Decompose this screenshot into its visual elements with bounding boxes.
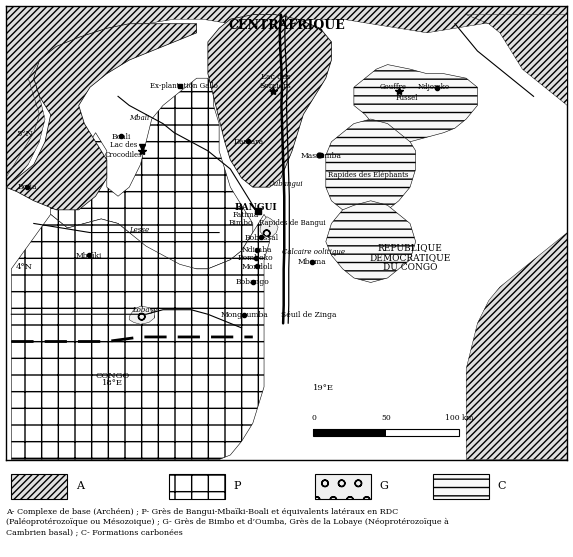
Text: C: C — [497, 481, 505, 491]
Text: A- Complexe de base (Archéen) ; P- Grès de Bangui-Mbaïki-Boali et équivalents la: A- Complexe de base (Archéen) ; P- Grès … — [6, 508, 449, 537]
Polygon shape — [6, 6, 567, 178]
Polygon shape — [326, 119, 415, 214]
Polygon shape — [208, 14, 331, 187]
Polygon shape — [354, 65, 477, 142]
Text: Massamba: Massamba — [301, 152, 342, 160]
Polygon shape — [6, 6, 567, 460]
Text: 5°N: 5°N — [16, 130, 33, 138]
Text: Mbaïki: Mbaïki — [76, 252, 102, 260]
Bar — [168, 475, 225, 499]
Text: Bimbo: Bimbo — [228, 218, 253, 227]
Polygon shape — [466, 233, 567, 460]
Text: Lac des
Sorciers: Lac des Sorciers — [260, 73, 291, 90]
Text: 0: 0 — [311, 414, 316, 422]
Polygon shape — [129, 306, 155, 324]
Text: Lobaye: Lobaye — [132, 306, 158, 314]
Text: Ndimba: Ndimba — [242, 246, 273, 254]
Text: REPUBLIQUE
DEMOCRATIQUE
DU CONGO: REPUBLIQUE DEMOCRATIQUE DU CONGO — [370, 243, 451, 272]
Text: A: A — [76, 481, 84, 491]
Text: 100 km: 100 km — [445, 414, 474, 422]
Text: Mbali: Mbali — [129, 114, 150, 122]
Bar — [315, 475, 371, 499]
Text: BANGUI: BANGUI — [234, 203, 277, 212]
Text: 18°E: 18°E — [102, 379, 123, 387]
Text: Bomboko: Bomboko — [238, 255, 273, 262]
Text: Damara: Damara — [233, 138, 264, 146]
Text: Pussel: Pussel — [396, 94, 418, 102]
Text: Boali: Boali — [111, 133, 131, 141]
Text: Bobango: Bobango — [236, 277, 270, 286]
Text: Ex-plantation Gallo: Ex-plantation Gallo — [150, 82, 218, 90]
Text: 19°E: 19°E — [312, 384, 333, 392]
Polygon shape — [6, 6, 567, 187]
Text: Boda: Boda — [17, 183, 37, 191]
Text: Bobassal: Bobassal — [244, 234, 278, 242]
Bar — [11, 475, 68, 499]
Text: Séuil de Zinga: Séuil de Zinga — [281, 311, 337, 319]
Polygon shape — [260, 217, 278, 237]
Bar — [433, 475, 489, 499]
Polygon shape — [6, 24, 197, 210]
Text: Rapides de Bangui: Rapides de Bangui — [259, 218, 325, 227]
Text: Lac des
Crocodiles: Lac des Crocodiles — [105, 141, 143, 159]
Text: Fatima: Fatima — [233, 211, 259, 219]
Text: Gouffre: Gouffre — [380, 84, 407, 91]
Text: Oubangui: Oubangui — [269, 179, 304, 188]
Text: CONGO: CONGO — [95, 372, 129, 379]
Polygon shape — [11, 214, 270, 460]
Polygon shape — [466, 14, 567, 105]
Text: Mboma: Mboma — [297, 258, 326, 266]
Text: CENTRAFRIQUE: CENTRAFRIQUE — [228, 19, 345, 32]
Text: Rapides des Éléphants: Rapides des Éléphants — [328, 170, 408, 179]
Text: Mondoli: Mondoli — [242, 262, 273, 271]
Text: 4°N: 4°N — [16, 262, 33, 271]
Text: Ndjomko: Ndjomko — [418, 84, 450, 91]
Text: Mongoumba: Mongoumba — [221, 311, 268, 319]
Polygon shape — [326, 201, 415, 282]
Text: Çalcaire oolitique: Çalcaire oolitique — [282, 248, 345, 256]
Bar — [313, 429, 460, 436]
Text: Lesse: Lesse — [129, 226, 150, 234]
Text: P: P — [233, 481, 241, 491]
Text: G: G — [379, 481, 388, 491]
Polygon shape — [50, 78, 253, 269]
Text: 50: 50 — [382, 414, 391, 422]
Bar — [313, 429, 386, 436]
Bar — [386, 429, 460, 436]
